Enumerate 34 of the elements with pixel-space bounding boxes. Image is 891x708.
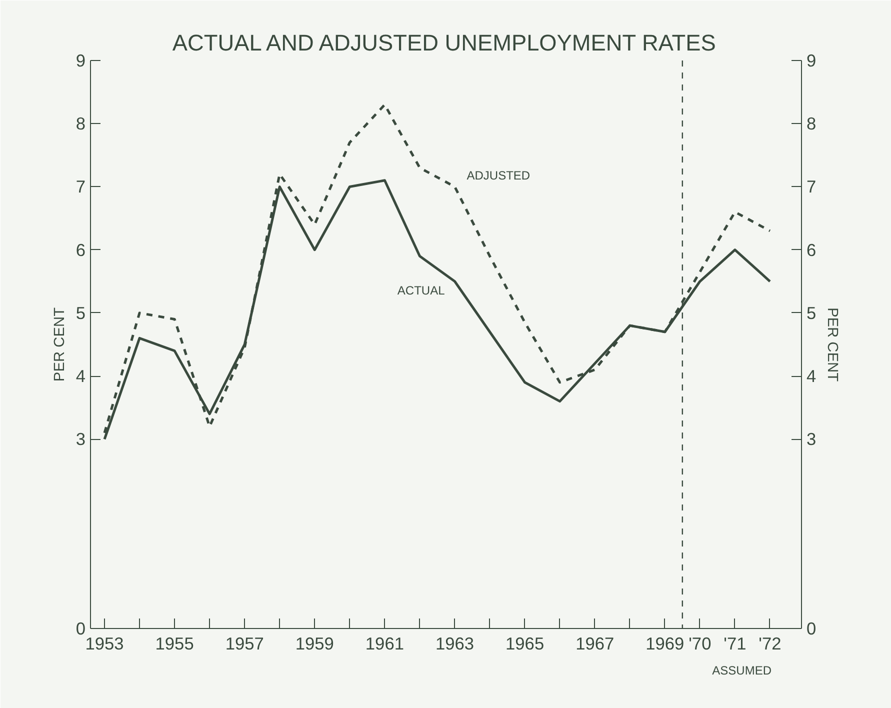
series-label: ACTUAL <box>397 283 446 298</box>
x-tick-label: '71 <box>724 634 746 654</box>
x-tick-label: 1959 <box>295 634 334 654</box>
y2-tick-label: 4 <box>806 366 816 386</box>
series-label: ADJUSTED <box>466 168 530 183</box>
x-tick-label: 1965 <box>506 634 544 654</box>
x-tick-label: 1967 <box>576 634 614 654</box>
y2-tick-label: 3 <box>806 429 816 450</box>
x-tick-label: 1953 <box>85 634 124 654</box>
y2-tick-label: 9 <box>806 50 816 70</box>
x-tick-label: 1955 <box>155 634 194 654</box>
x-tick-label: 1969 <box>646 634 684 654</box>
y2-axis-title: PER CENT <box>824 307 840 382</box>
y2-tick-label: 8 <box>806 114 816 134</box>
y-tick-label: 0 <box>76 618 86 638</box>
y2-tick-label: 6 <box>806 240 816 260</box>
y-tick-label: 4 <box>76 366 86 386</box>
y-tick-label: 3 <box>76 429 86 450</box>
y-axis-title: PER CENT <box>52 307 68 382</box>
y-tick-label: 7 <box>76 176 86 197</box>
y2-tick-label: 0 <box>806 618 816 638</box>
x-tick-label: 1957 <box>225 634 264 654</box>
y-tick-label: 5 <box>76 302 86 323</box>
y2-tick-label: 7 <box>806 176 816 197</box>
y-tick-label: 8 <box>76 114 86 134</box>
x-tick-label: '72 <box>758 634 782 654</box>
text: ASSUMED <box>712 664 772 678</box>
y2-tick-label: 5 <box>806 302 816 323</box>
y-tick-label: 9 <box>76 50 86 70</box>
x-tick-label: 1963 <box>435 634 474 654</box>
y-tick-label: 6 <box>76 240 86 260</box>
x-tick-label: 1961 <box>365 634 404 654</box>
x-tick-label: '70 <box>688 634 712 654</box>
chart-title: ACTUAL AND ADJUSTED UNEMPLOYMENT RATES <box>172 30 716 56</box>
